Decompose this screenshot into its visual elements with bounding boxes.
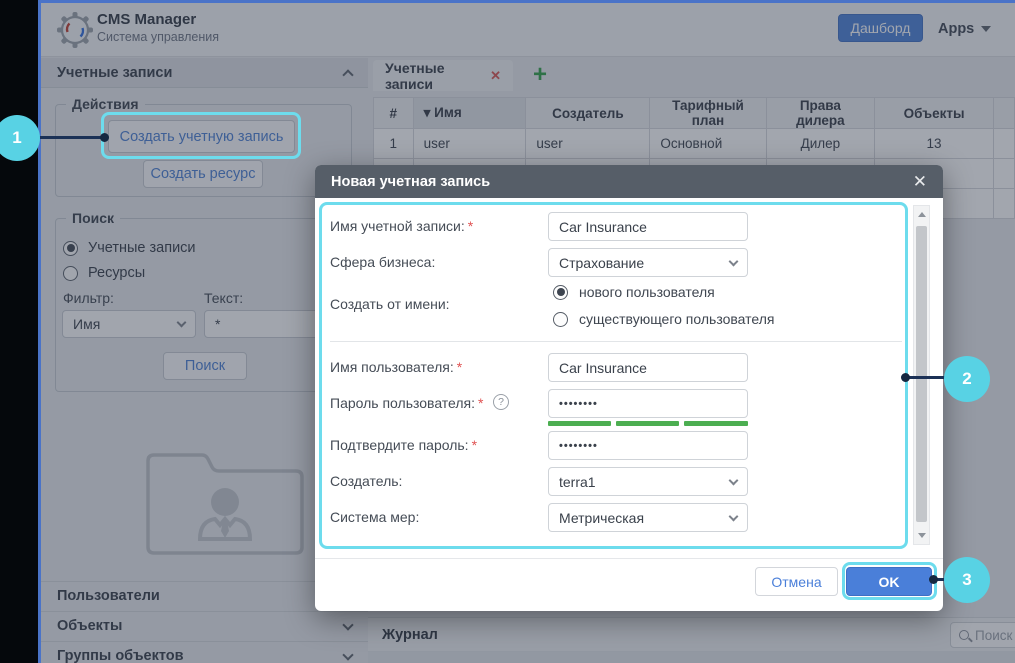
search-button[interactable]: Поиск (163, 352, 247, 380)
chevron-down-icon (728, 475, 739, 485)
journal-title: Журнал (382, 626, 438, 643)
dialog-title: Новая учетная запись (331, 173, 491, 190)
tab-accounts[interactable]: Учетные записи ✕ (373, 59, 513, 92)
radio-resources-label: Ресурсы (88, 265, 146, 281)
password-label: Пароль пользователя: * (330, 395, 484, 411)
radio-icon (553, 311, 568, 327)
units-select[interactable]: Метрическая (548, 503, 748, 532)
cancel-button[interactable]: Отмена (755, 567, 838, 596)
help-icon[interactable]: ? (493, 394, 509, 410)
account-name-input[interactable]: Car Insurance (548, 212, 748, 241)
user-name-label: Имя пользователя: * (330, 359, 463, 375)
tab-close-icon[interactable]: ✕ (490, 67, 501, 83)
cell-index: 1 (373, 128, 414, 159)
radio-selected-icon (63, 240, 78, 256)
marker3-line (934, 578, 948, 581)
confirm-password-label: Подтвердите пароль: * (330, 437, 478, 453)
filter-select-value: Имя (73, 316, 101, 332)
marker2-line (906, 376, 946, 379)
actions-legend: Действия (66, 96, 145, 112)
filter-select[interactable]: Имя (62, 310, 196, 338)
marker-2: 2 (944, 356, 990, 402)
ok-button[interactable]: OK (846, 567, 932, 596)
creator-label: Создатель: (330, 473, 403, 489)
scrollbar-thumb[interactable] (916, 226, 927, 522)
table-header-row: # ▾ Имя Создатель Тарифный план Права ди… (373, 97, 1015, 129)
account-name-label: Имя учетной записи: * (330, 218, 474, 234)
column-header[interactable]: # (373, 97, 414, 129)
password-strength-bar (684, 421, 748, 426)
scroll-up-icon[interactable] (914, 206, 929, 223)
password-input[interactable]: •••••••• (548, 389, 748, 418)
radio-icon (63, 265, 78, 281)
journal-search-input[interactable] (975, 627, 1015, 643)
sidebar-item-label: Пользователи (57, 588, 160, 604)
dialog-close-icon[interactable]: ✕ (912, 171, 927, 191)
password-strength-bar (548, 421, 611, 426)
radio-accounts[interactable]: Учетные записи (63, 240, 196, 256)
marker3-dot (929, 575, 938, 584)
user-name-input[interactable]: Car Insurance (548, 353, 748, 382)
scroll-down-icon[interactable] (914, 527, 929, 544)
divider (315, 558, 943, 559)
chevron-down-icon (728, 511, 739, 521)
add-tab-icon[interactable]: + (533, 61, 548, 88)
create-resource-button[interactable]: Создать ресурс (143, 160, 263, 188)
marker-1: 1 (0, 115, 40, 161)
sidebar-panel-header[interactable]: Учетные записи (41, 58, 368, 88)
journal-sub-strip (368, 651, 1015, 663)
new-account-dialog: Новая учетная запись ✕ Имя учетной запис… (315, 165, 943, 611)
sidebar-item-object-groups[interactable]: Группы объектов (41, 641, 368, 663)
search-icon (959, 630, 969, 640)
cell-dealer: Дилер (765, 128, 876, 159)
apps-menu-label: Apps (938, 21, 975, 37)
creator-select[interactable]: terra1 (548, 467, 748, 496)
modal-scrollbar[interactable] (913, 205, 930, 545)
business-select[interactable]: Страхование (548, 248, 748, 277)
dashboard-button[interactable]: Дашборд (838, 14, 923, 42)
marker1-dot (100, 133, 109, 142)
apps-menu[interactable]: Apps (938, 18, 998, 40)
dialog-header: Новая учетная запись ✕ (315, 165, 943, 198)
column-header[interactable]: Тарифный план (649, 97, 767, 129)
chevron-down-icon (728, 256, 739, 266)
actions-group: Действия (55, 96, 352, 197)
tab-label: Учетные записи (385, 59, 445, 92)
app-title: CMS Manager (97, 11, 197, 28)
radio-resources[interactable]: Ресурсы (63, 265, 145, 281)
units-label: Система мер: (330, 509, 420, 525)
marker1-line (38, 136, 106, 139)
password-strength-bar (616, 421, 679, 426)
sidebar-item-label: Объекты (57, 618, 123, 634)
sidebar-item-users[interactable]: Пользователи (41, 581, 368, 610)
radio-existing-user[interactable]: существующего пользователя (553, 311, 774, 327)
marker2-dot (901, 373, 910, 382)
divider (330, 341, 902, 342)
cell-name: user (412, 128, 527, 159)
sidebar-item-objects[interactable]: Объекты (41, 611, 368, 640)
radio-new-user[interactable]: нового пользователя (553, 284, 715, 300)
marker-3: 3 (944, 557, 990, 603)
app-header: CMS Manager Система управления Дашборд A… (41, 3, 1015, 57)
filter-label: Фильтр: (63, 290, 114, 306)
create-as-label: Создать от имени: (330, 296, 450, 312)
text-input-value: * (215, 316, 221, 332)
empty-folder-placeholder-icon (146, 453, 304, 555)
confirm-password-input[interactable]: •••••••• (548, 431, 748, 460)
app-logo-gear-icon (57, 12, 93, 48)
text-label: Текст: (204, 290, 244, 306)
radio-accounts-label: Учетные записи (88, 240, 196, 256)
search-legend: Поиск (66, 210, 121, 226)
chevron-down-icon (981, 26, 992, 32)
journal-search[interactable] (950, 622, 1015, 648)
sidebar-item-label: Группы объектов (57, 648, 184, 663)
business-label: Сфера бизнеса: (330, 254, 436, 270)
app-subtitle: Система управления (97, 30, 219, 44)
journal-bar: Журнал (368, 617, 1015, 651)
cell-creator: user (525, 128, 651, 159)
sidebar-panel-title: Учетные записи (57, 64, 173, 81)
radio-selected-icon (553, 284, 568, 300)
